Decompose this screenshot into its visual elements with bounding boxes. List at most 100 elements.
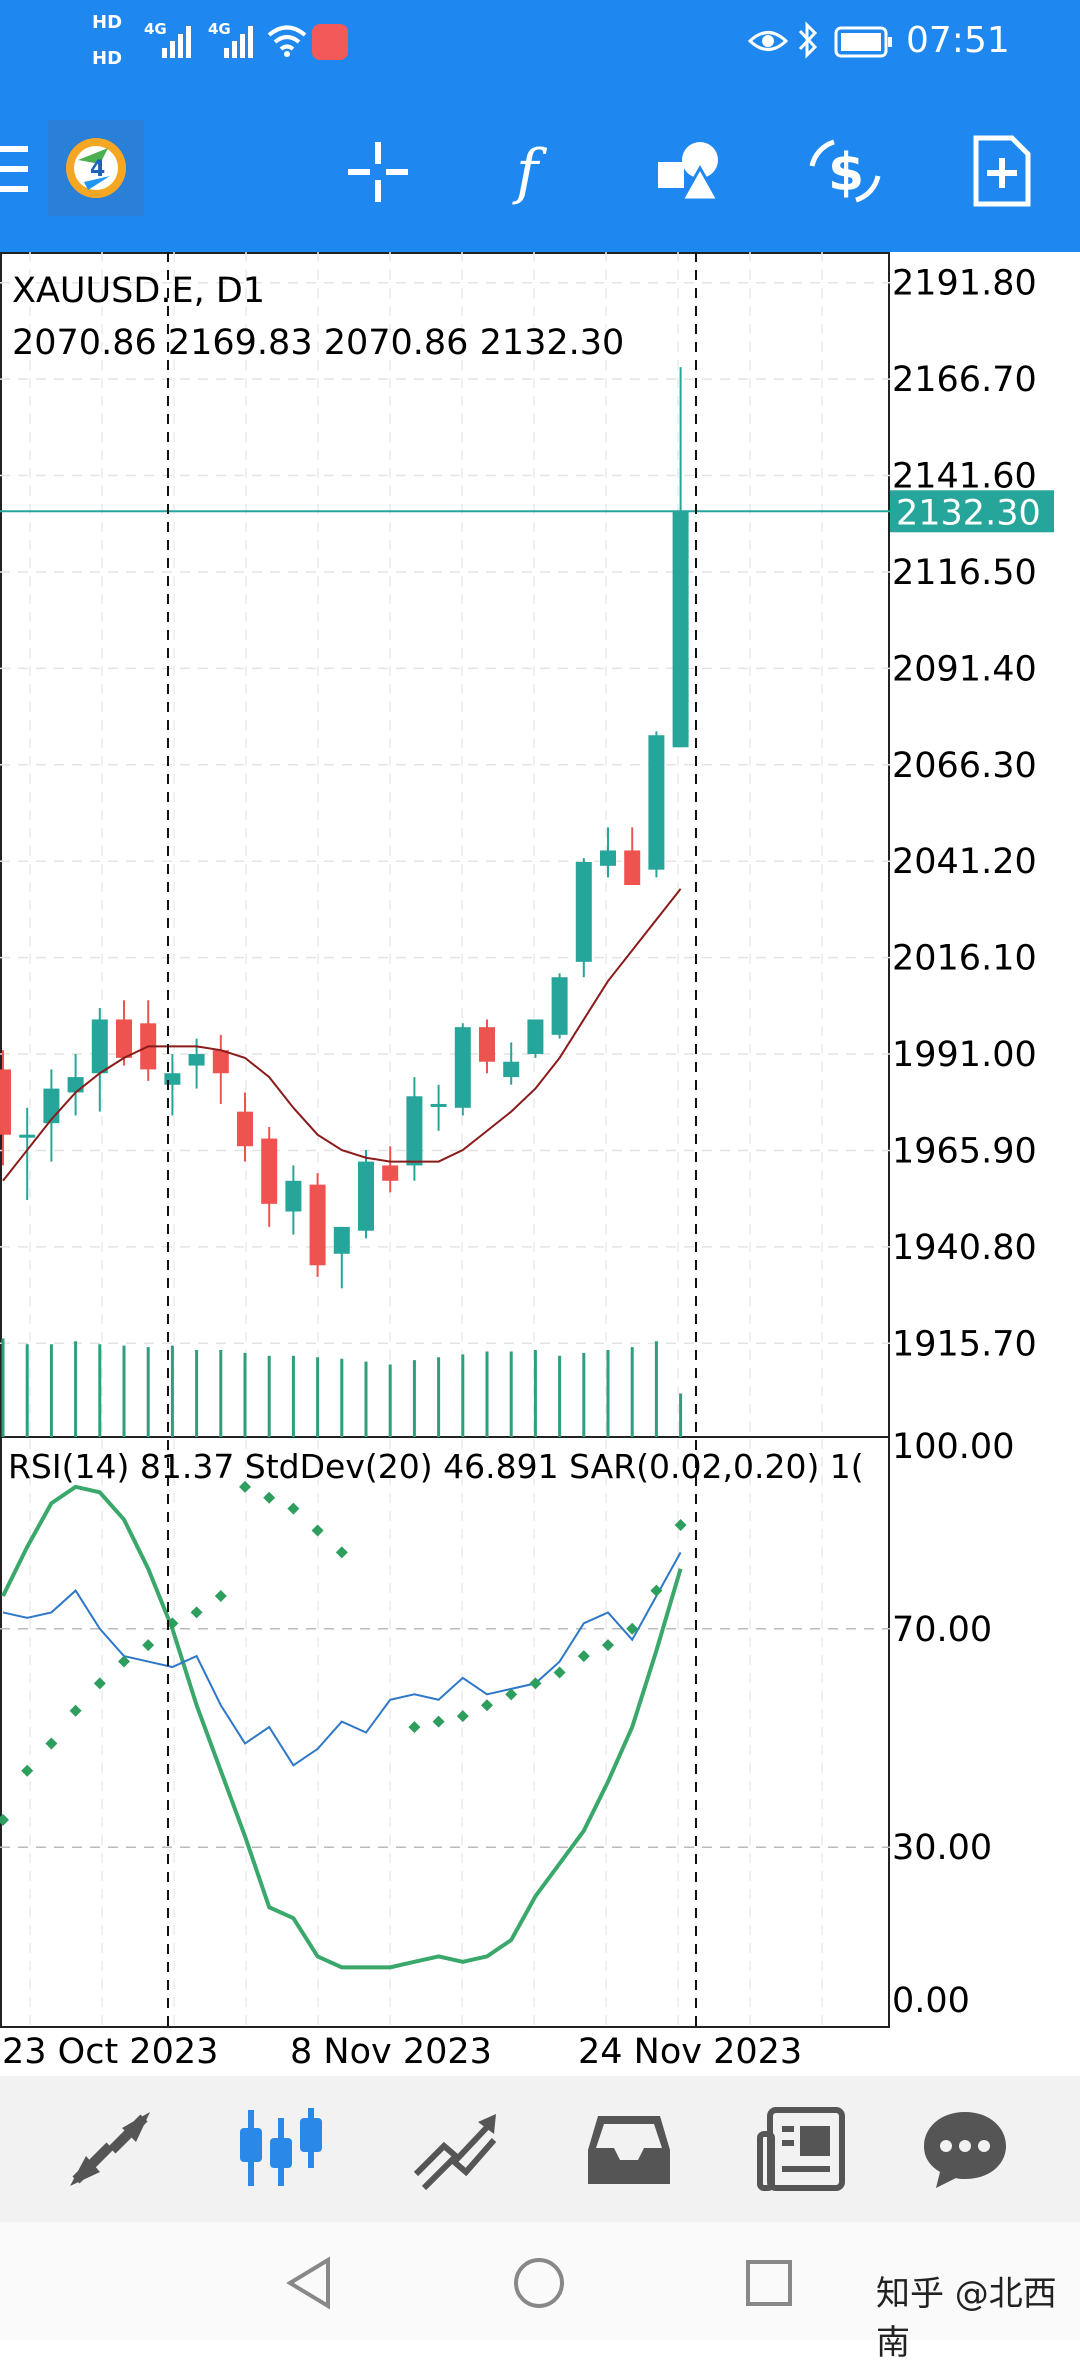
new-order-icon[interactable]: [972, 134, 1032, 212]
price-tick-label: 2041.20: [892, 842, 1037, 882]
svg-text:4: 4: [90, 157, 105, 182]
sar-dot: [529, 1677, 542, 1690]
sar-dot: [456, 1710, 469, 1723]
bullish-candle[interactable]: [285, 1180, 302, 1212]
sar-dot: [69, 1704, 82, 1717]
bullish-candle[interactable]: [503, 1061, 520, 1078]
trade-icon[interactable]: $: [806, 136, 884, 210]
symbol-label: XAUUSD.E, D1: [12, 271, 265, 311]
price-tick-label: 1940.80: [892, 1228, 1037, 1268]
date-axis-label: 23 Oct 2023: [2, 2032, 218, 2072]
chart-tab-icon[interactable]: [236, 2104, 326, 2194]
bullish-candle[interactable]: [67, 1077, 84, 1093]
sar-dot: [118, 1655, 130, 1668]
battery-icon: [834, 26, 894, 62]
price-tick-label: 1915.70: [892, 1324, 1037, 1364]
indicators-icon[interactable]: f: [510, 136, 560, 210]
bearish-candle[interactable]: [212, 1050, 229, 1074]
chart-canvas[interactable]: 2191.80 2166.70 2141.60 2116.50 2091.40 2066.…: [0, 252, 1080, 2076]
ma-line: [2, 888, 682, 1182]
mt4-logo[interactable]: 4: [48, 120, 144, 220]
price-tick-label: 2091.40: [892, 649, 1037, 689]
recents-icon[interactable]: [744, 2258, 794, 2312]
bearish-candle[interactable]: [261, 1138, 278, 1204]
sar-dot: [626, 1622, 639, 1635]
bullish-candle[interactable]: [672, 511, 689, 748]
clock: 07:51: [906, 20, 1010, 61]
date-axis-label: 24 Nov 2023: [578, 2032, 802, 2072]
bullish-candle[interactable]: [19, 1134, 36, 1138]
sar-dot: [408, 1721, 421, 1734]
sar-dot: [505, 1688, 518, 1701]
bottom-navigation: [0, 2076, 1080, 2222]
sar-dot: [166, 1617, 179, 1630]
indicator-header: RSI(14) 81.37 StdDev(20) 46.891 SAR(0.02…: [8, 1447, 864, 1486]
status-bar: HD HD 4G 4G 07:51: [0, 0, 1080, 88]
indicator-tick-label: 70.00: [892, 1610, 992, 1650]
sar-dot: [263, 1491, 276, 1504]
bullish-candle[interactable]: [575, 861, 592, 962]
bearish-candle[interactable]: [0, 1069, 11, 1135]
watermark: 知乎 @北西南: [876, 2274, 1057, 2363]
chart-area[interactable]: 2191.80 2166.70 2141.60 2116.50 2091.40 2066.…: [0, 252, 1080, 2076]
sar-dot: [335, 1546, 348, 1559]
sar-dot: [45, 1737, 58, 1750]
bearish-candle[interactable]: [116, 1019, 132, 1058]
bearish-candle[interactable]: [309, 1184, 326, 1266]
bullish-candle[interactable]: [164, 1073, 181, 1085]
bullish-candle[interactable]: [527, 1019, 544, 1055]
menu-icon[interactable]: [0, 146, 32, 198]
bearish-candle[interactable]: [479, 1027, 495, 1062]
objects-icon[interactable]: [656, 138, 724, 208]
bullish-candle[interactable]: [188, 1054, 205, 1066]
sar-dot: [553, 1666, 566, 1679]
current-price-value: 2132.30: [896, 493, 1041, 533]
bluetooth-icon: [796, 20, 820, 64]
price-tick-label: 1991.00: [892, 1035, 1037, 1075]
stddev-line: [1, 1484, 683, 1970]
chat-tab-icon[interactable]: [920, 2104, 1010, 2194]
history-tab-icon[interactable]: [584, 2104, 674, 2194]
sar-dot: [214, 1590, 227, 1603]
quotes-tab-icon[interactable]: [66, 2104, 156, 2194]
bullish-candle[interactable]: [358, 1161, 374, 1231]
sar-dot: [21, 1764, 34, 1777]
eye-icon: [747, 24, 789, 62]
bullish-candle[interactable]: [91, 1019, 108, 1074]
current-price-tag: [890, 490, 1054, 533]
price-tick-label: 2016.10: [892, 939, 1037, 979]
bullish-candle[interactable]: [648, 735, 665, 870]
sar-dot: [287, 1502, 300, 1515]
net2-label: 4G: [208, 20, 231, 38]
bearish-candle[interactable]: [237, 1111, 253, 1147]
bullish-candle[interactable]: [406, 1096, 423, 1166]
rsi-line: [2, 1551, 682, 1767]
home-icon[interactable]: [512, 2256, 566, 2314]
bullish-candle[interactable]: [430, 1103, 447, 1107]
bullish-candle[interactable]: [600, 850, 616, 866]
price-tick-label: 2191.80: [892, 264, 1037, 304]
sar-dot: [93, 1677, 106, 1690]
bearish-candle[interactable]: [624, 850, 641, 886]
bullish-candle[interactable]: [454, 1027, 471, 1108]
bullish-candle[interactable]: [551, 977, 568, 1035]
sar-dot: [650, 1584, 663, 1597]
indicator-tick-label: 100.00: [892, 1427, 1014, 1467]
back-icon[interactable]: [284, 2256, 334, 2314]
news-tab-icon[interactable]: [756, 2104, 846, 2194]
net1-label: 4G: [144, 20, 167, 38]
sar-dot: [674, 1519, 687, 1532]
crosshair-icon[interactable]: [348, 142, 408, 206]
sim1-hd: HD: [92, 12, 123, 33]
sar-dot: [602, 1639, 614, 1652]
price-tick-label: 1965.90: [892, 1131, 1037, 1171]
trade-tab-icon[interactable]: [410, 2104, 500, 2194]
sar-dot: [481, 1699, 493, 1712]
bearish-candle[interactable]: [382, 1165, 399, 1181]
sar-dot: [311, 1524, 324, 1537]
app-notification-icon: [312, 24, 348, 60]
date-axis-label: 8 Nov 2023: [290, 2032, 492, 2072]
bullish-candle[interactable]: [333, 1226, 350, 1254]
sar-dot: [577, 1650, 590, 1663]
toolbar: 4 f $: [0, 88, 1080, 252]
